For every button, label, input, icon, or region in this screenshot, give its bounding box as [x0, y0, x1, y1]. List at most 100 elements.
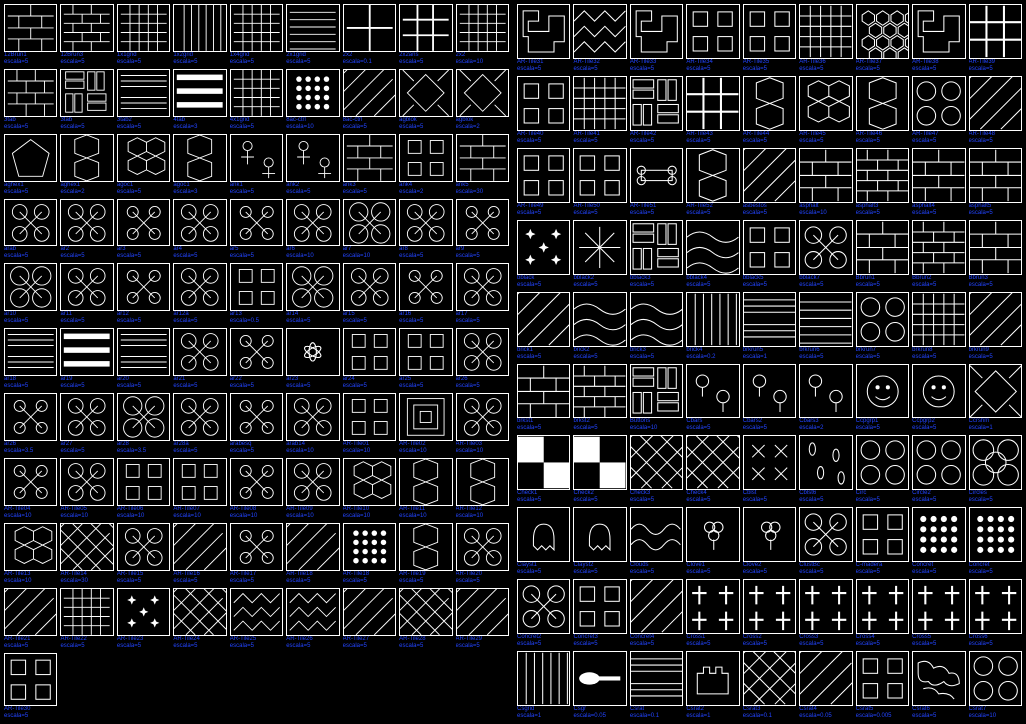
- pattern-cell[interactable]: 3tab escala=5: [4, 69, 57, 131]
- pattern-cell[interactable]: Cross1 escala=5: [686, 579, 739, 648]
- pattern-cell[interactable]: brkst2 escala=5: [573, 364, 626, 433]
- pattern-cell[interactable]: Concret2 escala=5: [517, 579, 570, 648]
- pattern-cell[interactable]: Cblst escala=5: [743, 435, 796, 504]
- pattern-cell[interactable]: Clayst1 escala=5: [517, 507, 570, 576]
- pattern-cell[interactable]: AR-Tile34 escala=5: [686, 4, 739, 73]
- pattern-cell[interactable]: Concret escala=5: [969, 507, 1022, 576]
- pattern-cell[interactable]: Clove1 escala=5: [686, 507, 739, 576]
- pattern-cell[interactable]: Circ escala=5: [856, 435, 909, 504]
- pattern-cell[interactable]: agblok escala=2: [456, 69, 509, 131]
- pattern-cell[interactable]: ar3 escala=5: [117, 199, 170, 261]
- pattern-cell[interactable]: 1x4grid escala=5: [230, 4, 283, 66]
- pattern-cell[interactable]: AR-Tile51 escala=5: [630, 148, 683, 217]
- pattern-cell[interactable]: Csrat6 escala=5: [912, 651, 965, 720]
- pattern-cell[interactable]: AR-Tile32 escala=5: [573, 4, 626, 73]
- pattern-cell[interactable]: ar26 escala=5: [456, 328, 509, 390]
- pattern-cell[interactable]: 2x2 escala=0.1: [343, 4, 396, 66]
- pattern-cell[interactable]: ar22 escala=5: [230, 328, 283, 390]
- pattern-cell[interactable]: Buttons escala=10: [630, 364, 683, 433]
- pattern-cell[interactable]: AR-Tile47 escala=5: [912, 76, 965, 145]
- pattern-cell[interactable]: 4x1grid escala=5: [230, 69, 283, 131]
- pattern-cell[interactable]: ar8 escala=5: [399, 199, 452, 261]
- pattern-cell[interactable]: Csgrid escala=1: [517, 651, 570, 720]
- pattern-cell[interactable]: Cross5 escala=5: [912, 579, 965, 648]
- pattern-cell[interactable]: brkrun6 escala=5: [799, 292, 852, 361]
- pattern-cell[interactable]: AR-Tile38 escala=5: [912, 4, 965, 73]
- pattern-cell[interactable]: Bbrun1 escala=5: [856, 220, 909, 289]
- pattern-cell[interactable]: AR-Tile39 escala=5: [969, 4, 1022, 73]
- pattern-cell[interactable]: AR-Tile15 escala=5: [117, 523, 170, 585]
- pattern-cell[interactable]: 3tab2 escala=5: [117, 69, 170, 131]
- pattern-cell[interactable]: AR-Tile06 escala=10: [117, 458, 170, 520]
- pattern-cell[interactable]: aghex1 escala=2: [60, 134, 113, 196]
- pattern-cell[interactable]: ar26 escala=3.5: [4, 393, 57, 455]
- pattern-cell[interactable]: AR-Tile35 escala=5: [743, 4, 796, 73]
- pattern-cell[interactable]: AR-Tile04 escala=10: [4, 458, 57, 520]
- pattern-cell[interactable]: Cbars3 escala=2: [799, 364, 852, 433]
- pattern-cell[interactable]: AR-Tile03 escala=10: [456, 393, 509, 455]
- pattern-cell[interactable]: Concret escala=5: [912, 507, 965, 576]
- pattern-cell[interactable]: AR-Tile23 escala=5: [117, 588, 170, 650]
- pattern-cell[interactable]: brkst1 escala=5: [517, 364, 570, 433]
- pattern-cell[interactable]: AR-Tile22 escala=5: [60, 588, 113, 650]
- pattern-cell[interactable]: AR-Tile02 escala=10: [399, 393, 452, 455]
- pattern-cell[interactable]: agoc1 escala=5: [117, 134, 170, 196]
- pattern-cell[interactable]: asphalt4 escala=5: [912, 148, 965, 217]
- pattern-cell[interactable]: 2x1grid escala=5: [286, 4, 339, 66]
- pattern-cell[interactable]: AR-Tile01 escala=10: [343, 393, 396, 455]
- pattern-cell[interactable]: Ccpgrp1 escala=5: [856, 364, 909, 433]
- pattern-cell[interactable]: ar4 escala=5: [173, 199, 226, 261]
- pattern-cell[interactable]: 12Brun3 escala=5: [60, 4, 113, 66]
- pattern-cell[interactable]: ar28 escala=3.5: [117, 393, 170, 455]
- pattern-cell[interactable]: Bbrun2 escala=5: [912, 220, 965, 289]
- pattern-cell[interactable]: ar15 escala=5: [343, 263, 396, 325]
- pattern-cell[interactable]: AR-Tile05 escala=10: [60, 458, 113, 520]
- pattern-cell[interactable]: ar14 escala=5: [286, 263, 339, 325]
- pattern-cell[interactable]: AR-Tile52 escala=5: [686, 148, 739, 217]
- pattern-cell[interactable]: brkrun9 escala=5: [969, 292, 1022, 361]
- pattern-cell[interactable]: asphalt5 escala=5: [969, 148, 1022, 217]
- pattern-cell[interactable]: asbestos escala=5: [743, 148, 796, 217]
- pattern-cell[interactable]: ar20 escala=5: [117, 328, 170, 390]
- pattern-cell[interactable]: Cross3 escala=5: [799, 579, 852, 648]
- pattern-cell[interactable]: 3tab escala=5: [60, 69, 113, 131]
- pattern-cell[interactable]: asphalt3 escala=5: [856, 148, 909, 217]
- pattern-cell[interactable]: AR-Tile48 escala=5: [969, 76, 1022, 145]
- pattern-cell[interactable]: Cross6 escala=5: [969, 579, 1022, 648]
- pattern-cell[interactable]: AR-Tile18 escala=5: [343, 523, 396, 585]
- pattern-cell[interactable]: AR-Tile28 escala=5: [399, 588, 452, 650]
- pattern-cell[interactable]: AR-Tile44 escala=5: [743, 76, 796, 145]
- pattern-cell[interactable]: ank1 escala=5: [230, 134, 283, 196]
- pattern-cell[interactable]: ar10 escala=5: [4, 263, 57, 325]
- pattern-cell[interactable]: 1x2grid escala=5: [173, 4, 226, 66]
- pattern-cell[interactable]: Clouds escala=5: [630, 507, 683, 576]
- pattern-cell[interactable]: AR-Tile41 escala=5: [573, 76, 626, 145]
- pattern-cell[interactable]: brick1 escala=5: [517, 292, 570, 361]
- pattern-cell[interactable]: AR-Tile19 escala=5: [399, 523, 452, 585]
- pattern-cell[interactable]: AR-Tile14 escala=30: [60, 523, 113, 585]
- pattern-cell[interactable]: AR-Tile16 escala=5: [173, 523, 226, 585]
- pattern-cell[interactable]: ar27 escala=5: [60, 393, 113, 455]
- pattern-cell[interactable]: ar18 escala=5: [4, 328, 57, 390]
- pattern-cell[interactable]: Clove2 escala=5: [743, 507, 796, 576]
- pattern-cell[interactable]: bblack5 escala=5: [743, 220, 796, 289]
- pattern-cell[interactable]: AR-Tile31 escala=5: [517, 4, 570, 73]
- pattern-cell[interactable]: brkrun8 escala=5: [912, 292, 965, 361]
- pattern-cell[interactable]: ar17 escala=5: [456, 263, 509, 325]
- pattern-cell[interactable]: AR-Tile36 escala=5: [799, 4, 852, 73]
- pattern-cell[interactable]: AR-Tile29 escala=5: [456, 588, 509, 650]
- pattern-cell[interactable]: ar11 escala=5: [60, 263, 113, 325]
- pattern-cell[interactable]: Cross2 escala=5: [743, 579, 796, 648]
- pattern-cell[interactable]: ar19 escala=5: [60, 328, 113, 390]
- pattern-cell[interactable]: Check3 escala=5: [630, 435, 683, 504]
- pattern-cell[interactable]: AR-Tile25 escala=5: [230, 588, 283, 650]
- pattern-cell[interactable]: Cbars2 escala=5: [743, 364, 796, 433]
- pattern-cell[interactable]: AR-Tile20 escala=5: [456, 523, 509, 585]
- pattern-cell[interactable]: brkrun7 escala=5: [856, 292, 909, 361]
- pattern-cell[interactable]: Cblst6 escala=5: [799, 435, 852, 504]
- pattern-cell[interactable]: AR-Tile07 escala=10: [173, 458, 226, 520]
- pattern-cell[interactable]: ank4 escala=2: [399, 134, 452, 196]
- pattern-cell[interactable]: AR-Tile12 escala=10: [456, 458, 509, 520]
- pattern-cell[interactable]: Clayst2 escala=5: [573, 507, 626, 576]
- pattern-cell[interactable]: asphalt escala=10: [799, 148, 852, 217]
